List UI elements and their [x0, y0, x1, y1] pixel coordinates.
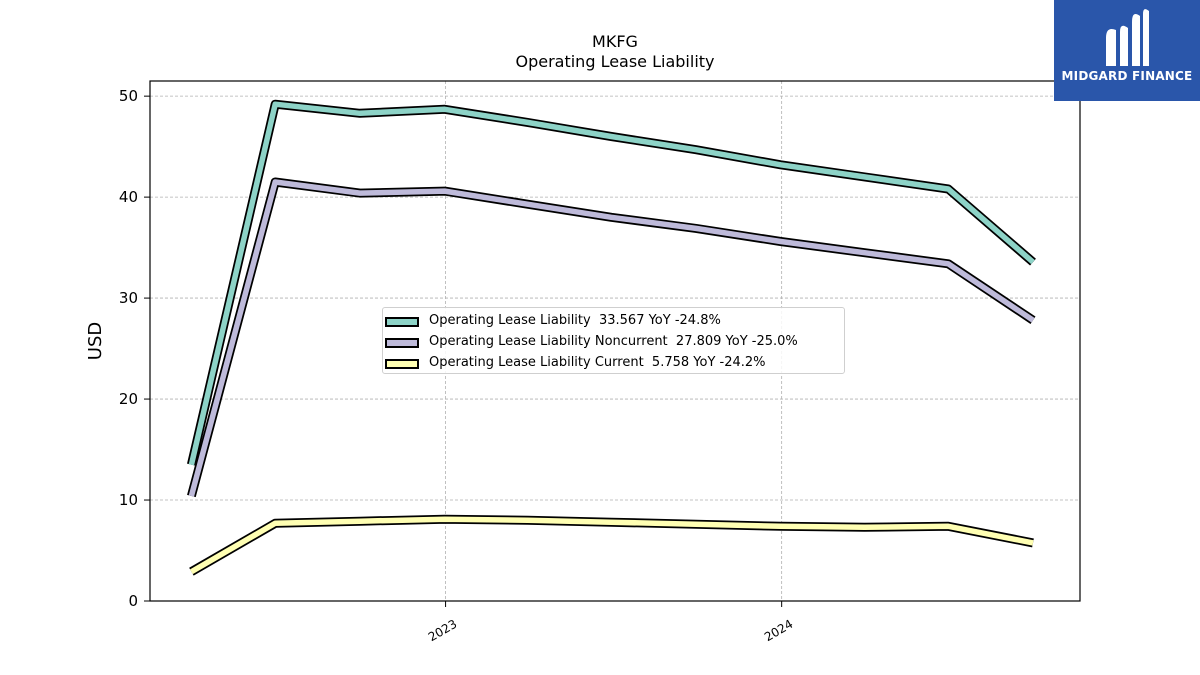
legend-label: Operating Lease Liability Noncurrent 27.…	[429, 334, 798, 349]
y-tick-label: 30	[119, 289, 138, 307]
legend-item: Operating Lease Liability Current 5.758 …	[383, 354, 844, 375]
logo-text: MIDGARD FINANCE	[1061, 69, 1193, 83]
series-line	[189, 514, 1034, 576]
y-tick-label: 40	[119, 188, 138, 206]
chart-title: MKFG	[592, 32, 638, 51]
series-line-fill	[190, 516, 1034, 575]
y-axis-label: USD	[85, 322, 106, 360]
y-tick-label: 50	[119, 87, 138, 105]
legend-item: Operating Lease Liability 33.567 YoY -24…	[383, 312, 844, 333]
series-line-outline	[187, 99, 1036, 466]
chart-subtitle: Operating Lease Liability	[515, 52, 714, 71]
series-line-fill	[188, 179, 1035, 497]
x-tick-label: 2023	[426, 617, 459, 644]
x-axis-ticks: 2023 2024	[426, 601, 795, 644]
legend-item: Operating Lease Liability Noncurrent 27.…	[383, 333, 844, 354]
legend-label: Operating Lease Liability 33.567 YoY -24…	[429, 313, 721, 328]
y-tick-label: 20	[119, 390, 138, 408]
y-tick-label: 0	[128, 592, 138, 610]
series-line-fill	[188, 101, 1035, 466]
series-line	[187, 99, 1036, 466]
plot-frame	[149, 80, 1081, 602]
brand-logo: MIDGARD FINANCE	[1054, 0, 1200, 101]
y-axis-ticks: 0 10 20 30 40 50	[119, 87, 150, 610]
series-line	[187, 177, 1036, 498]
legend-swatch	[385, 359, 419, 369]
chart-legend: Operating Lease Liability 33.567 YoY -24…	[382, 307, 845, 374]
legend-swatch	[385, 338, 419, 348]
series-lines	[187, 99, 1036, 576]
y-tick-label: 10	[119, 491, 138, 509]
x-tick-label: 2024	[762, 617, 795, 644]
midgard-logo-icon	[1106, 9, 1149, 66]
legend-label: Operating Lease Liability Current 5.758 …	[429, 355, 766, 370]
legend-swatch	[385, 317, 419, 327]
